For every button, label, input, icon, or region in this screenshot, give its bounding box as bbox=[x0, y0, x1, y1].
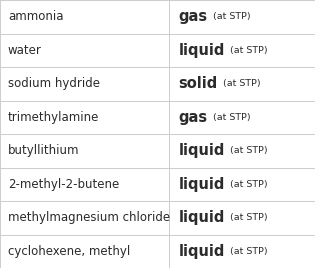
Text: (at STP): (at STP) bbox=[210, 12, 250, 21]
Text: liquid: liquid bbox=[179, 244, 225, 259]
Text: sodium hydride: sodium hydride bbox=[8, 77, 100, 90]
Text: cyclohexene, methyl: cyclohexene, methyl bbox=[8, 245, 130, 258]
Text: (at STP): (at STP) bbox=[227, 180, 267, 189]
Text: liquid: liquid bbox=[179, 143, 225, 158]
Text: liquid: liquid bbox=[179, 177, 225, 192]
Text: methylmagnesium chloride: methylmagnesium chloride bbox=[8, 211, 170, 224]
Text: (at STP): (at STP) bbox=[227, 213, 267, 222]
Text: water: water bbox=[8, 44, 42, 57]
Text: solid: solid bbox=[179, 76, 218, 91]
Text: trimethylamine: trimethylamine bbox=[8, 111, 99, 124]
Text: ammonia: ammonia bbox=[8, 10, 64, 23]
Text: (at STP): (at STP) bbox=[220, 79, 261, 88]
Text: gas: gas bbox=[179, 9, 208, 24]
Text: (at STP): (at STP) bbox=[227, 247, 267, 256]
Text: butyllithium: butyllithium bbox=[8, 144, 79, 157]
Text: (at STP): (at STP) bbox=[210, 113, 250, 122]
Text: (at STP): (at STP) bbox=[227, 46, 267, 55]
Text: 2-methyl-2-butene: 2-methyl-2-butene bbox=[8, 178, 119, 191]
Text: liquid: liquid bbox=[179, 210, 225, 225]
Text: gas: gas bbox=[179, 110, 208, 125]
Text: liquid: liquid bbox=[179, 43, 225, 58]
Text: (at STP): (at STP) bbox=[227, 146, 267, 155]
